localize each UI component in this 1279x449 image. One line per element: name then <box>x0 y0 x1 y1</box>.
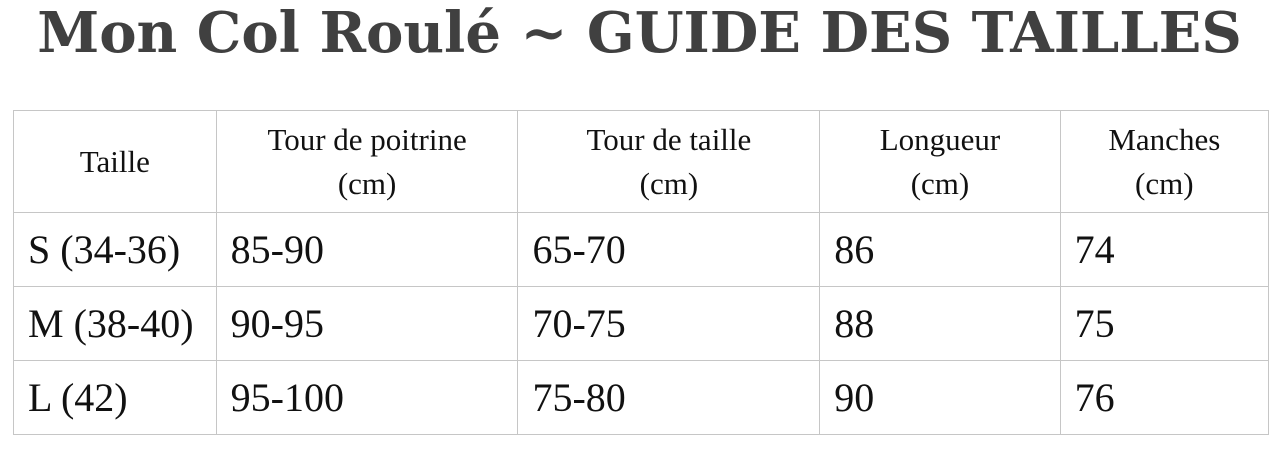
size-guide-table: Taille Tour de poitrine (cm) Tour de tail… <box>13 110 1270 435</box>
table-header-row: Taille Tour de poitrine (cm) Tour de tail… <box>13 110 1270 213</box>
column-header-label: Taille <box>79 143 150 179</box>
cell-taille: L (42) <box>13 360 217 435</box>
page-title: Mon Col Roulé ~ GUIDE DES TAILLES <box>37 0 1242 66</box>
column-header-unit: (cm) <box>639 165 699 201</box>
cell-manches: 74 <box>1059 212 1270 287</box>
column-header-label: Tour de poitrine <box>267 121 467 157</box>
column-header-manches: Manches (cm) <box>1059 110 1270 213</box>
table-row-m: M (38-40) 90-95 70-75 88 75 <box>13 286 1270 361</box>
cell-manches: 76 <box>1059 360 1270 435</box>
table-row-s: S (34-36) 85-90 65-70 86 74 <box>13 212 1270 287</box>
column-header-label: Tour de taille <box>586 121 752 157</box>
column-header-unit: (cm) <box>910 165 970 201</box>
column-header-label: Manches <box>1108 121 1221 157</box>
column-header-longueur: Longueur (cm) <box>819 110 1061 213</box>
table-row-l: L (42) 95-100 75-80 90 76 <box>13 360 1270 435</box>
column-header-unit: (cm) <box>1135 165 1194 201</box>
cell-longueur: 88 <box>819 286 1061 361</box>
column-header-label: Longueur <box>879 121 1001 157</box>
cell-manches: 75 <box>1059 286 1270 361</box>
column-header-tour-de-poitrine: Tour de poitrine (cm) <box>215 110 519 213</box>
cell-longueur: 86 <box>819 212 1061 287</box>
cell-tour-de-taille: 65-70 <box>517 212 821 287</box>
cell-taille: M (38-40) <box>13 286 217 361</box>
cell-tour-de-poitrine: 90-95 <box>215 286 519 361</box>
cell-tour-de-poitrine: 95-100 <box>215 360 519 435</box>
column-header-taille: Taille <box>13 110 217 213</box>
cell-taille: S (34-36) <box>13 212 217 287</box>
cell-tour-de-taille: 70-75 <box>517 286 821 361</box>
cell-longueur: 90 <box>819 360 1061 435</box>
column-header-tour-de-taille: Tour de taille (cm) <box>517 110 821 213</box>
cell-tour-de-poitrine: 85-90 <box>215 212 519 287</box>
column-header-unit: (cm) <box>337 165 397 201</box>
cell-tour-de-taille: 75-80 <box>517 360 821 435</box>
